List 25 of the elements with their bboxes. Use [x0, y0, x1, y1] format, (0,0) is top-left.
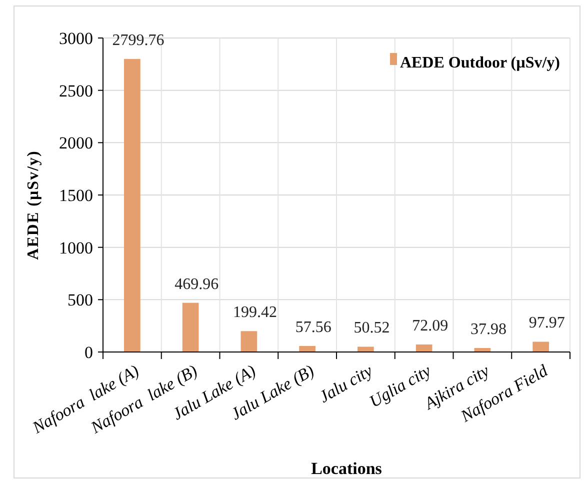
- y-tick-label: 0: [84, 342, 93, 362]
- bar: [240, 331, 258, 352]
- y-axis-title: AEDE (µSv/y): [25, 150, 42, 260]
- y-tick-label: 1500: [59, 186, 93, 205]
- y-tick-label: 3000: [59, 28, 93, 48]
- bar: [124, 58, 140, 352]
- bar: [182, 302, 199, 352]
- data-label: 57.56: [295, 318, 332, 336]
- data-label: 469.96: [174, 276, 219, 293]
- y-tick-label: 500: [68, 290, 93, 310]
- data-label: 97.97: [528, 314, 565, 332]
- y-tick-label: 1000: [59, 238, 93, 258]
- data-label: 72.09: [412, 317, 448, 334]
- data-label: 199.42: [232, 304, 277, 322]
- data-label: 2799.76: [112, 32, 164, 49]
- data-label: 37.98: [470, 321, 506, 338]
- legend-label: AEDE Outdoor (µSv/y): [400, 54, 560, 72]
- bar: [299, 346, 316, 352]
- bar: [532, 342, 549, 352]
- x-axis-title: Locations: [311, 459, 382, 478]
- y-tick-label: 2000: [59, 134, 93, 153]
- data-label: 50.52: [354, 320, 390, 337]
- bar: [416, 344, 432, 352]
- bar: [358, 346, 374, 352]
- y-tick-label: 2500: [59, 81, 93, 100]
